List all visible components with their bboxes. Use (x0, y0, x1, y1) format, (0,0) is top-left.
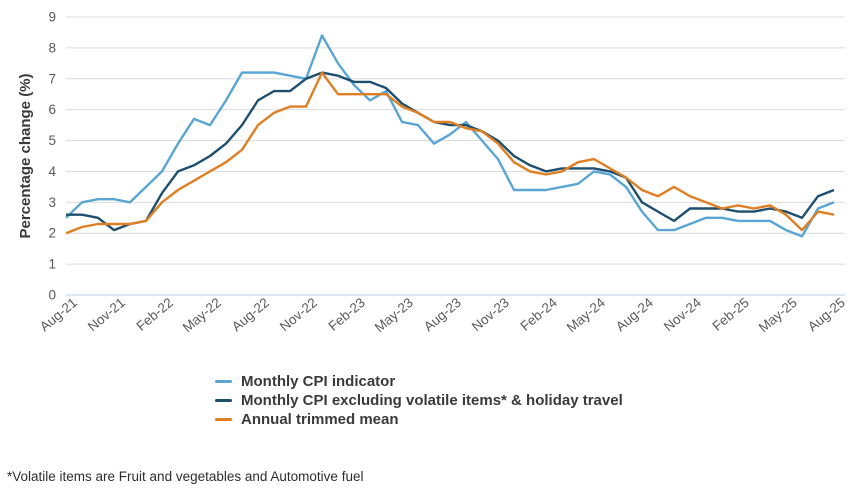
svg-text:3: 3 (48, 195, 56, 210)
svg-text:Feb-25: Feb-25 (710, 295, 752, 334)
svg-text:0: 0 (48, 288, 56, 303)
svg-text:May-22: May-22 (180, 295, 224, 335)
svg-text:Feb-24: Feb-24 (518, 294, 561, 333)
legend-swatch-excl-volatile (215, 399, 232, 402)
svg-text:Aug-25: Aug-25 (805, 295, 848, 334)
legend-item-trimmed-mean: Annual trimmed mean (215, 410, 623, 429)
svg-text:8: 8 (48, 40, 56, 55)
svg-text:7: 7 (48, 71, 56, 86)
svg-text:Feb-22: Feb-22 (134, 295, 176, 334)
legend-swatch-monthly-cpi (215, 380, 232, 383)
legend-item-monthly-cpi: Monthly CPI indicator (215, 372, 623, 391)
svg-text:Aug-22: Aug-22 (229, 295, 272, 334)
svg-text:9: 9 (48, 10, 56, 25)
svg-text:Aug-24: Aug-24 (613, 295, 656, 335)
svg-text:Aug-21: Aug-21 (37, 295, 80, 334)
legend-label-monthly-cpi: Monthly CPI indicator (241, 373, 396, 390)
chart-canvas: 0 1 2 3 4 5 6 7 8 9 Aug-21 Nov-21 Feb-22 May-22 Aug-22… (17, 10, 848, 336)
svg-text:Nov-23: Nov-23 (469, 295, 512, 334)
svg-text:6: 6 (48, 102, 56, 117)
svg-text:2: 2 (48, 226, 56, 241)
svg-text:4: 4 (48, 164, 56, 179)
svg-text:Nov-21: Nov-21 (85, 295, 128, 334)
svg-text:1: 1 (48, 257, 56, 272)
svg-text:Nov-22: Nov-22 (277, 295, 320, 334)
line-chart: 0 1 2 3 4 5 6 7 8 9 Aug-21 Nov-21 Feb-22 May-22 Aug-22… (17, 10, 848, 336)
svg-text:Percentage change (%): Percentage change (%) (17, 73, 34, 238)
svg-text:5: 5 (48, 133, 56, 148)
legend-label-excl-volatile: Monthly CPI excluding volatile items* & … (241, 392, 623, 409)
legend-label-trimmed-mean: Annual trimmed mean (241, 411, 399, 428)
chart-legend: Monthly CPI indicator Monthly CPI exclud… (215, 372, 623, 429)
legend-item-excl-volatile: Monthly CPI excluding volatile items* & … (215, 391, 623, 410)
svg-text:Aug-23: Aug-23 (421, 295, 464, 334)
svg-text:May-24: May-24 (564, 294, 609, 335)
svg-text:Feb-23: Feb-23 (326, 295, 368, 334)
legend-swatch-trimmed-mean (215, 418, 232, 421)
svg-text:May-25: May-25 (756, 295, 800, 335)
svg-text:May-23: May-23 (372, 295, 416, 335)
svg-text:Nov-24: Nov-24 (661, 294, 704, 334)
chart-footnote: *Volatile items are Fruit and vegetables… (7, 469, 364, 484)
